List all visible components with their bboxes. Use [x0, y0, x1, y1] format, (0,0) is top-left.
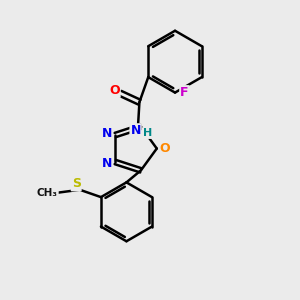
Text: N: N — [130, 124, 141, 137]
Text: N: N — [102, 127, 112, 140]
Text: CH₃: CH₃ — [37, 188, 58, 198]
Text: O: O — [109, 84, 120, 97]
Text: O: O — [160, 142, 170, 155]
Text: F: F — [180, 86, 189, 99]
Text: N: N — [102, 157, 112, 170]
Text: S: S — [72, 177, 81, 190]
Text: H: H — [143, 128, 152, 138]
